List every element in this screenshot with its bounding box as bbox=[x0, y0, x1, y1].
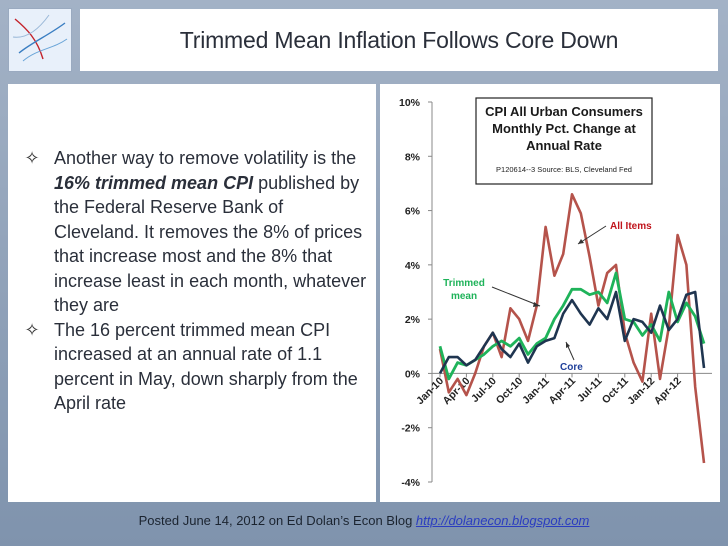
arrow-trimmed-head bbox=[533, 302, 540, 307]
x-tick-label: Oct-10 bbox=[494, 375, 526, 407]
footer-text: Posted June 14, 2012 on Ed Dolan’s Econ … bbox=[138, 513, 416, 528]
bullet-item-1: ✧ Another way to remove volatility is th… bbox=[22, 146, 372, 318]
series-line-trimmed-mean bbox=[438, 271, 706, 381]
text-panel: ✧ Another way to remove volatility is th… bbox=[8, 84, 376, 502]
arrow-core-head bbox=[566, 342, 570, 348]
y-tick-label: -2% bbox=[401, 423, 420, 435]
chart-title-line: Annual Rate bbox=[526, 138, 602, 153]
arrow-all-items-head bbox=[578, 239, 584, 244]
bullet-1-text-end: published by the Federal Reserve Bank of… bbox=[54, 172, 367, 316]
series-line-core bbox=[438, 290, 706, 375]
logo-graphic bbox=[9, 9, 71, 71]
cpi-line-chart: -4%-2%0%2%4%6%8%10%Jan-10Apr-10Jul-10Oct… bbox=[399, 97, 712, 489]
y-tick-label: -4% bbox=[401, 477, 420, 489]
label-trimmed-2: mean bbox=[451, 291, 477, 302]
bullet-1-text: Another way to remove volatility is the bbox=[54, 148, 357, 168]
label-all-items: All Items bbox=[610, 221, 652, 232]
y-tick-label: 8% bbox=[405, 151, 421, 163]
bullet-item-2: ✧ The 16 percent trimmed mean CPI increa… bbox=[22, 318, 372, 416]
chart-title-line: Monthly Pct. Change at bbox=[492, 121, 636, 136]
x-tick-label: Apr-11 bbox=[547, 375, 579, 407]
slide-title: Trimmed Mean Inflation Follows Core Down bbox=[179, 27, 619, 53]
x-tick-label: Apr-12 bbox=[652, 375, 684, 407]
bullet-list: ✧ Another way to remove volatility is th… bbox=[22, 146, 372, 416]
label-trimmed: Trimmed bbox=[443, 278, 485, 289]
arrow-trimmed bbox=[491, 286, 541, 307]
y-tick-label: 4% bbox=[405, 260, 421, 272]
chart-source-note: P120614--3 Source: BLS, Cleveland Fed bbox=[496, 165, 632, 174]
y-tick-label: 0% bbox=[405, 368, 421, 380]
arrow-all-items bbox=[577, 225, 607, 245]
label-core: Core bbox=[560, 362, 583, 373]
chart-title-box bbox=[475, 97, 653, 185]
blog-link[interactable]: http://dolanecon.blogspot.com bbox=[415, 513, 590, 528]
y-tick-label: 6% bbox=[405, 206, 421, 218]
chart-title-line: CPI All Urban Consumers bbox=[485, 104, 643, 119]
series-line-all-items bbox=[438, 193, 706, 464]
diamond-outline-icon: ✧ bbox=[24, 319, 40, 340]
logo bbox=[8, 8, 72, 72]
y-tick-label: 2% bbox=[405, 314, 421, 326]
bullet-2-text: The 16 percent trimmed mean CPI increase… bbox=[54, 319, 358, 414]
title-bar: Trimmed Mean Inflation Follows Core Down bbox=[80, 9, 718, 71]
diamond-outline-icon: ✧ bbox=[24, 148, 40, 168]
y-tick-label: 10% bbox=[399, 97, 421, 109]
bullet-1-emphasis: 16% trimmed mean CPI bbox=[54, 172, 254, 193]
x-tick-label: Jan-11 bbox=[520, 375, 552, 407]
footer: Posted June 14, 2012 on Ed Dolan’s Econ … bbox=[0, 513, 728, 528]
chart-panel: -4% -2% 0% 2% 4% 6% 8% 10% Jan-10 Apr-10 Jul-10 Oct… bbox=[380, 84, 720, 502]
x-tick-label: Jul-11 bbox=[575, 375, 605, 405]
x-tick-label: Oct-11 bbox=[600, 375, 631, 406]
